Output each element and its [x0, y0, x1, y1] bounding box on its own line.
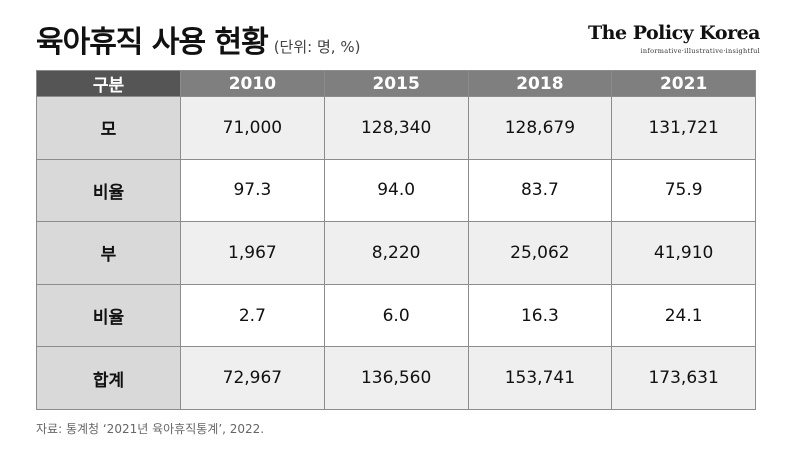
table-cell: 2.7 — [180, 283, 325, 348]
table-row: 부 1,967 8,220 25,062 41,910 — [36, 221, 756, 285]
row-label: 비율 — [36, 283, 181, 348]
data-table: 구분 2010 2015 2018 2021 모 71,000 128,340 … — [36, 70, 756, 410]
table-cell: 97.3 — [180, 158, 325, 223]
table-cell: 25,062 — [467, 221, 613, 285]
table-cell: 8,220 — [323, 221, 469, 285]
unit-note: (단위: 명, %) — [273, 38, 361, 56]
title-text: 육아휴직 사용 현황 — [36, 25, 269, 60]
table-cell: 128,340 — [323, 96, 469, 160]
table-cell: 128,679 — [467, 96, 613, 160]
column-header: 2018 — [467, 70, 613, 97]
table-cell: 24.1 — [611, 283, 756, 348]
table-cell: 136,560 — [323, 346, 469, 410]
column-header: 2021 — [611, 70, 756, 97]
table-cell: 153,741 — [467, 346, 613, 410]
row-label: 부 — [36, 221, 181, 285]
table-header-row: 구분 2010 2015 2018 2021 — [36, 70, 756, 97]
brand-name: The Policy Korea — [588, 22, 760, 44]
table-row: 모 71,000 128,340 128,679 131,721 — [36, 96, 756, 160]
column-header: 2015 — [323, 70, 469, 97]
table-cell: 83.7 — [467, 158, 613, 223]
source-note: 자료: 통계청 ‘2021년 육아휴직통계’, 2022. — [36, 422, 265, 436]
table-cell: 16.3 — [467, 283, 613, 348]
table-cell: 41,910 — [611, 221, 756, 285]
table-cell: 173,631 — [611, 346, 756, 410]
row-label: 합계 — [36, 346, 181, 410]
table-row-total: 합계 72,967 136,560 153,741 173,631 — [36, 346, 756, 410]
table-row: 비율 2.7 6.0 16.3 24.1 — [36, 283, 756, 348]
table-cell: 94.0 — [323, 158, 469, 223]
row-label: 모 — [36, 96, 181, 160]
row-label: 비율 — [36, 158, 181, 223]
table-cell: 6.0 — [323, 283, 469, 348]
table-cell: 71,000 — [180, 96, 325, 160]
brand-logo: The Policy Korea informative·illustrativ… — [588, 22, 760, 55]
table-cell: 131,721 — [611, 96, 756, 160]
page-title: 육아휴직 사용 현황 (단위: 명, %) — [36, 17, 360, 61]
column-header: 2010 — [180, 70, 325, 97]
brand-tagline: informative·illustrative·insightful — [640, 47, 760, 55]
table-row: 비율 97.3 94.0 83.7 75.9 — [36, 158, 756, 223]
table-cell: 75.9 — [611, 158, 756, 223]
column-header: 구분 — [36, 70, 181, 97]
table-cell: 72,967 — [180, 346, 325, 410]
table-cell: 1,967 — [180, 221, 325, 285]
